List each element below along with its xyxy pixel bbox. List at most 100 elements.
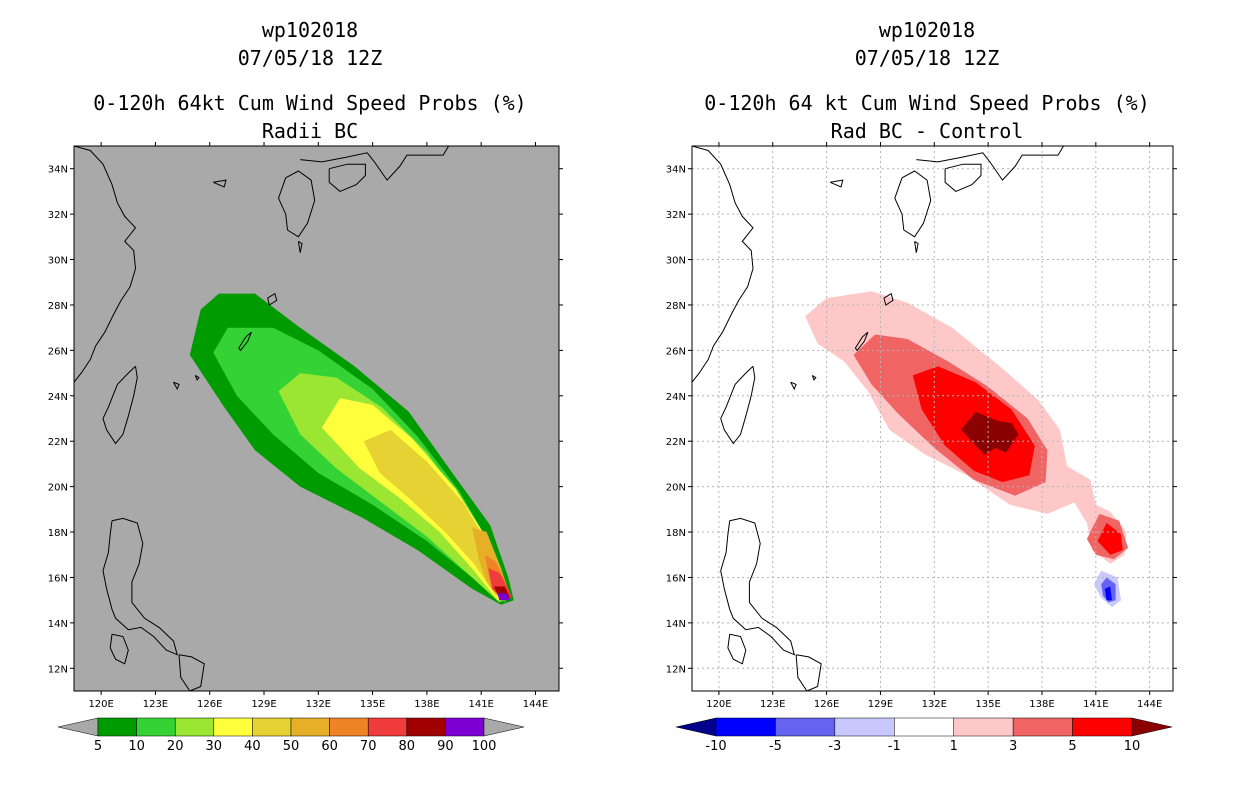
right-amami-island [883,292,894,306]
right-okinawa-island [854,331,869,352]
right-lon-tick-label: 126E [814,699,839,710]
right-colorbar-label: -10 [705,739,726,754]
left-colorbar-label: 5 [94,739,102,754]
right-colorbar-extend-low [675,717,717,737]
right-map-layers [692,146,1173,691]
left-colorbar-extend-low [57,717,99,737]
right-ishigaki-island [790,381,797,391]
left-kyushu-coastline [277,170,316,238]
left-lat-tick-label: 30N [48,256,68,267]
left-lon-tick-label: 123E [143,699,168,710]
left-contour-level-40-4 [363,429,509,596]
left-chart-title: 0-120h 64kt Cum Wind Speed Probs (%) [93,91,527,115]
right-lat-tick-label: 18N [666,528,686,539]
left-lon-tick-label: 129E [251,699,276,710]
left-colorbar-label: 30 [206,739,223,754]
right-lon-tick-label: 135E [975,699,1000,710]
right-colorbar-swatch [1072,717,1133,737]
left-lon-tick-label: 144E [523,699,548,710]
right-lon-tick-label: 120E [706,699,731,710]
left-map-frame [73,145,560,692]
left-header-storm-id: wp102018 [261,18,359,42]
right-chart-title: 0-120h 64 kt Cum Wind Speed Probs (%) [704,91,1150,115]
right-header-storm-id: wp102018 [878,18,976,42]
left-lat-tick-label: 24N [48,392,68,403]
left-lat-tick-label: 16N [48,573,68,584]
right-lat-tick-label: 32N [666,210,686,221]
left-colorbar-extend-high [483,717,525,737]
left-header-date: 07/05/18 12Z [237,46,383,70]
right-luzon-coastline [720,517,796,656]
right-miyako-island [811,374,817,381]
right-lat-tick-label: 26N [666,346,686,357]
right-lat-tick-label: 30N [666,256,686,267]
right-colorbar-label: -1 [888,739,901,754]
left-colorbar-swatch [329,717,369,737]
left-amami-island [267,292,278,306]
right-colorbar-extend-high [1131,717,1173,737]
right-map-panel: 120E 123E 126E 129E 132E 135E 138E 141E 144E 12N 1… [666,142,1177,754]
right-contour-level-5-4 [1097,523,1123,555]
left-colorbar-swatch [406,717,446,737]
right-lat-tick-label: 16N [666,573,686,584]
left-china-coastline [74,146,137,383]
right-samar-coastline [795,654,822,691]
left-lat-tick-label: 32N [48,210,68,221]
right-lon-tick-label: 132E [922,699,947,710]
left-lat-tick-label: 20N [48,483,68,494]
left-lon-tick-label: 126E [197,699,222,710]
right-header-date: 07/05/18 12Z [854,46,1000,70]
right-lon-tick-label: 129E [868,699,893,710]
left-colorbar-label: 50 [283,739,300,754]
left-colorbar-label: 20 [167,739,184,754]
left-colorbar-label: 60 [321,739,338,754]
right-lat-tick-label: 28N [666,301,686,312]
left-map-panel: 120E 123E 126E 129E 132E 135E 138E 141E 144E 12N 1… [48,142,563,754]
right-lon-tick-label: 141E [1083,699,1108,710]
left-colorbar-label: 100 [472,739,497,754]
left-colorbar-swatch [213,717,253,737]
right-mindoro-coastline [727,633,747,665]
left-lat-tick-label: 18N [48,528,68,539]
right-lat-tick-label: 12N [666,664,686,675]
left-samar-coastline [178,654,205,691]
left-lon-tick-label: 120E [88,699,113,710]
left-colorbar-label: 80 [399,739,416,754]
right-jeju-island [830,179,844,188]
right-colorbar-label: -5 [769,739,782,754]
left-colorbar-swatch [174,717,215,737]
right-lon-tick-label: 123E [760,699,785,710]
right-colorbar-label: 1 [950,739,958,754]
right-lat-tick-label: 24N [666,392,686,403]
left-mindoro-coastline [109,633,129,665]
left-lat-tick-label: 26N [48,346,68,357]
left-colorbar-swatch [136,717,176,737]
left-okinawa-island [238,331,252,352]
right-lon-tick-label: 144E [1137,699,1162,710]
left-lon-tick-label: 141E [468,699,493,710]
left-lon-tick-label: 138E [414,699,439,710]
left-taiwan-coastline [102,365,138,445]
right-lat-tick-label: 14N [666,619,686,630]
right-shikoku-coastline [944,163,982,192]
left-luzon-coastline [102,517,178,656]
right-honshu-coastline [916,146,1075,181]
left-colorbar-swatch [367,717,408,737]
left-colorbar-label: 90 [437,739,454,754]
right-colorbar-label: 5 [1068,739,1076,754]
right-contour-level-neg5-8 [1104,586,1112,601]
left-colorbar-swatch [290,717,330,737]
left-colorbar-swatch [252,717,292,737]
left-lat-tick-label: 12N [48,664,68,675]
right-lat-tick-label: 22N [666,437,686,448]
right-taiwan-coastline [720,365,756,445]
right-lat-tick-label: 34N [666,165,686,176]
left-miyako-island [194,374,200,381]
left-colorbar-swatch [445,717,485,737]
right-colorbar-label: -3 [828,739,841,754]
left-colorbar: 5 10 20 30 40 50 60 70 80 90 100 [57,717,525,754]
left-ishigaki-island [173,381,180,391]
right-colorbar-swatch [894,717,954,737]
right-colorbar-swatch [834,717,895,737]
